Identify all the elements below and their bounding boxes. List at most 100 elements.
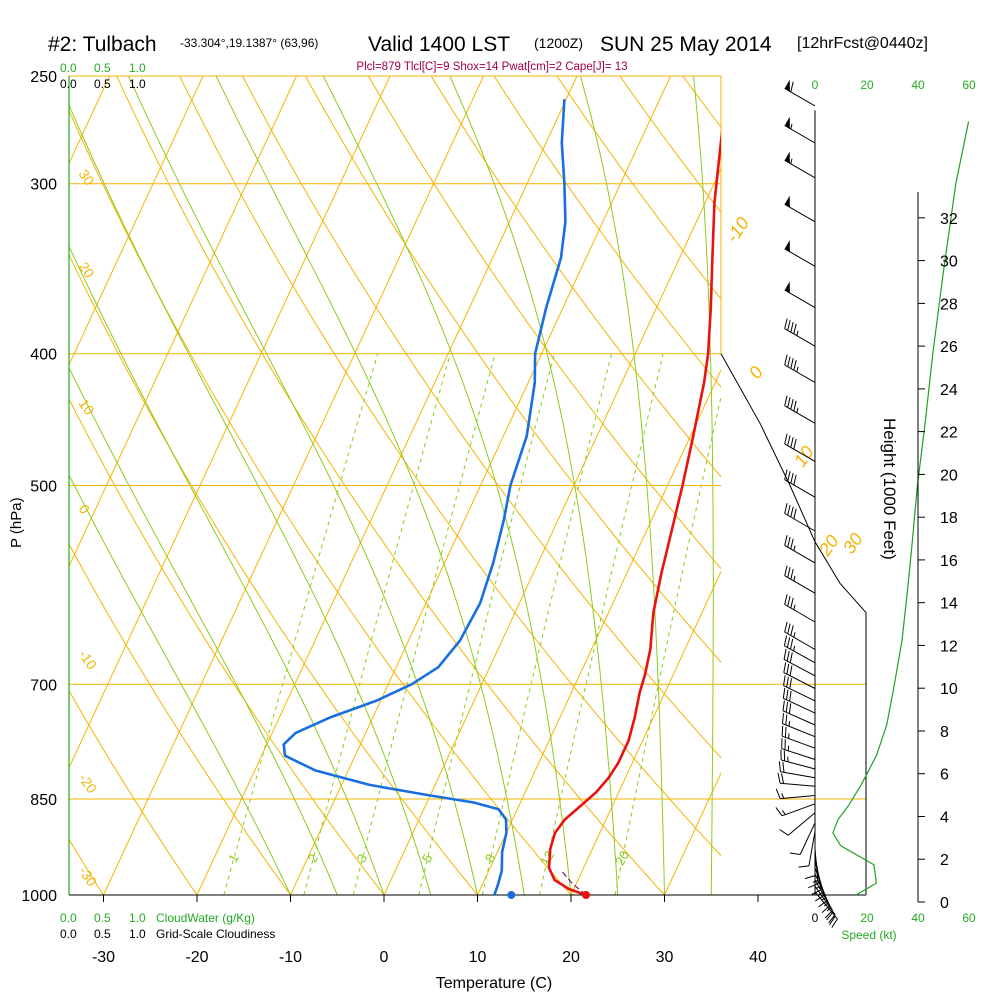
wind-panel (720, 79, 970, 928)
wind-barb-shaft (780, 771, 816, 779)
wind-barb-shaft (799, 822, 816, 855)
wind-barb-shaft (784, 159, 816, 179)
cloudiness-tick-0: 0.0 (60, 927, 77, 941)
wind-barb-shaft (782, 710, 816, 726)
wind-barb-half (793, 575, 796, 582)
zulu-time: (1200Z) (534, 35, 583, 51)
wind-barb (778, 761, 816, 779)
wind-panel-boundary (720, 353, 867, 895)
height-tick-label: 16 (940, 553, 958, 570)
wind-barb-shaft (781, 803, 816, 817)
temperature-tick-label: -20 (185, 949, 208, 966)
moist-adiabat-line (322, 76, 572, 895)
temperature-tick-label: 20 (562, 949, 580, 966)
moist-adiabat-line (69, 245, 385, 895)
wind-barb-full (787, 504, 791, 516)
dry-adiabat-line (0, 76, 10, 895)
dry-adiabat-line (242, 76, 721, 759)
station-title: #2: Tulbach (48, 33, 157, 56)
wind-barb-full (784, 621, 788, 633)
wind-barb-full (784, 469, 788, 480)
wind-barb (789, 822, 816, 855)
wind-barb-shaft (784, 364, 816, 383)
wind-barb (784, 395, 816, 424)
wind-barb (784, 116, 816, 144)
wind-barb-shaft (784, 631, 816, 650)
dry-adiabat-line (69, 543, 291, 895)
height-tick-label: 10 (940, 681, 958, 698)
wind-barb-full (784, 318, 788, 329)
pressure-tick-label: 850 (30, 792, 57, 809)
temperature-axis-label: Temperature (C) (436, 975, 552, 992)
wind-barb-half (796, 407, 799, 413)
cloud-water-top-tick-1: 0.5 (94, 61, 111, 75)
wind-barb-shaft (780, 795, 816, 800)
wind-barb-full (788, 703, 792, 714)
wind-barb-full (787, 471, 791, 482)
height-tick-label: 0 (940, 895, 949, 912)
wind-barb (784, 281, 816, 309)
dry-adiabat-line (682, 76, 721, 128)
wind-barb-full (790, 597, 794, 609)
moist-adiabat-line (449, 76, 619, 895)
height-tick-label: 12 (940, 638, 958, 655)
pressure-tick-label: 250 (30, 69, 57, 86)
wind-barb (784, 354, 816, 383)
wind-barb-shaft (781, 748, 816, 760)
height-tick-label: 2 (940, 852, 949, 869)
dewpoint-line (282, 99, 567, 895)
wind-barb-half (818, 891, 824, 896)
wind-barb-full (790, 568, 794, 580)
height-tick-label: 18 (940, 510, 958, 527)
height-axis-label: Height (1000 Feet) (880, 418, 899, 560)
wind-barb-full (790, 538, 794, 550)
wind-barb-full (787, 356, 791, 367)
height-tick-label: 20 (940, 467, 958, 484)
surface-temperature-point (582, 891, 590, 899)
wind-barb (775, 803, 816, 817)
wind-barb-half (796, 366, 799, 373)
cloud-water-label: CloudWater (g/Kg) (156, 911, 255, 925)
wind-barb-shaft (814, 891, 838, 920)
wind-barb-full (793, 438, 797, 450)
wind-barb-half (824, 902, 829, 907)
wind-barb-shaft (787, 812, 816, 836)
station-coords: -33.304°,19.1387° (63,96) (180, 36, 318, 50)
moist-adiabat-line (69, 474, 291, 895)
temperature-tick-label: 40 (749, 949, 767, 966)
mixing-ratio-label: 12 (537, 848, 557, 868)
wind-barb-full (789, 678, 792, 689)
speed-tick-3: 60 (962, 911, 976, 925)
temperature-tick-label: 0 (380, 949, 389, 966)
wind-barb-half (793, 545, 796, 551)
wind-barb-full (782, 700, 785, 711)
wind-barb-shaft (783, 672, 816, 689)
wind-barb-full (778, 761, 781, 772)
wind-barb (784, 503, 816, 532)
wind-barb-full (787, 435, 791, 446)
cloudiness-tick-1: 0.5 (94, 927, 111, 941)
wind-barb-full (783, 635, 788, 646)
wind-barb-full (784, 726, 787, 738)
wind-barb (775, 788, 816, 800)
isobar-lines (69, 75, 866, 800)
wind-barb-full (787, 397, 791, 408)
valid-time: Valid 1400 LST (368, 33, 510, 56)
wind-barb-shaft (784, 125, 816, 144)
isotherm-label: -10 (722, 214, 753, 247)
temperature-tick-label: -10 (279, 949, 302, 966)
wind-barb (814, 891, 838, 928)
wind-barb-half (790, 158, 793, 164)
isotherm-label: 0 (745, 363, 767, 383)
wind-barb-full (784, 594, 788, 605)
cloud-water-scale-top: 0.0 0.5 1.0 0.0 0.5 1.0 (60, 61, 146, 91)
wind-barb-full (790, 398, 794, 410)
speed-tick-2: 40 (911, 911, 925, 925)
wind-barb-full (790, 321, 794, 333)
wind-barb-full (786, 663, 790, 675)
wind-barb-full (828, 914, 836, 924)
wind-barb-pennant (784, 195, 790, 208)
dry-adiabat-line (179, 76, 721, 857)
wind-barb-full (793, 323, 797, 335)
dry-adiabat-line (493, 76, 721, 388)
